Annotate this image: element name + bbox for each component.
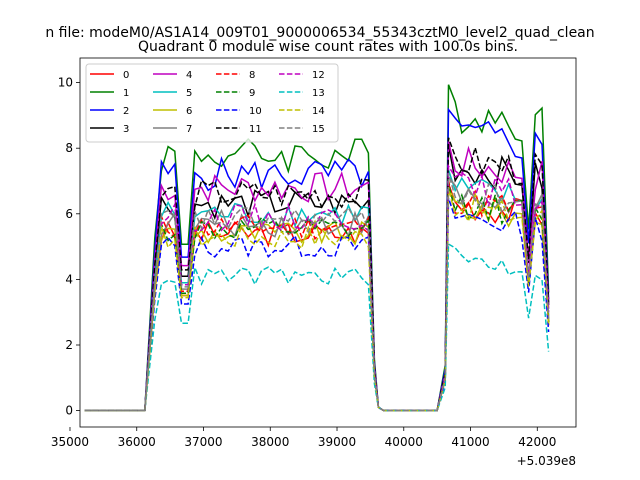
x-tick-label: 40000 [385,435,423,449]
series-line-11 [84,137,550,412]
x-tick-label: 39000 [318,435,356,449]
x-tick-label: 38000 [251,435,289,449]
x-offset-label: +5.039e8 [517,454,576,468]
x-tick-label: 37000 [184,435,222,449]
series-line-5 [84,169,550,412]
y-tick-label: 10 [58,76,73,90]
y-tick-label: 8 [65,141,73,155]
chart-title: Quadrant 0 module wise count rates with … [138,39,518,55]
y-tick-label: 0 [65,404,73,418]
y-tick-label: 4 [65,272,73,286]
plot-frame [79,57,577,428]
legend-label-3: 3 [123,124,129,135]
legend-box [85,63,339,143]
legend-label-4: 4 [186,70,192,81]
x-tick-label: 36000 [118,435,156,449]
y-axis: 0 2 4 6 8 10 [58,76,80,418]
series-line-2 [84,107,550,412]
series-line-15 [84,173,550,412]
legend-label-6: 6 [186,106,192,117]
series-line-14 [84,187,550,412]
legend-label-0: 0 [123,70,129,81]
legend-label-9: 9 [249,88,255,99]
legend-label-2: 2 [123,106,129,117]
series-line-4 [84,141,550,412]
legend-label-5: 5 [186,88,192,99]
legend-label-8: 8 [249,70,255,81]
legend-label-15: 15 [312,124,325,135]
legend-label-10: 10 [249,106,262,117]
x-tick-label: 41000 [451,435,489,449]
y-tick-label: 2 [65,338,73,352]
legend-label-1: 1 [123,88,129,99]
x-axis: 35000 36000 37000 38000 39000 40000 41000 42000 [51,427,556,449]
legend-label-12: 12 [312,70,325,81]
y-tick-label: 6 [65,207,73,221]
series-line-13 [84,242,550,412]
legend-label-11: 11 [249,124,262,135]
legend-label-7: 7 [186,124,192,135]
series-layer [84,84,550,412]
x-tick-label: 42000 [518,435,556,449]
legend-label-14: 14 [312,106,325,117]
figure-suptitle: n file: modeM0/AS1A14_009T01_9000006534_… [45,25,594,41]
legend-label-13: 13 [312,88,325,99]
x-tick-label: 35000 [51,435,89,449]
